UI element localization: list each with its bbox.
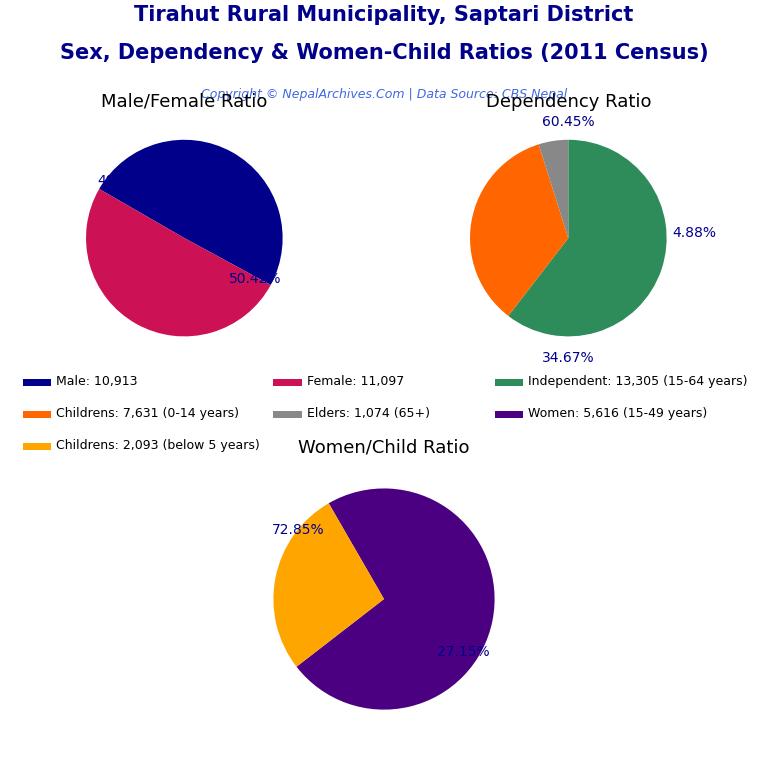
Wedge shape <box>538 140 568 238</box>
Text: Sex, Dependency & Women-Child Ratios (2011 Census): Sex, Dependency & Women-Child Ratios (20… <box>60 43 708 63</box>
Text: 60.45%: 60.45% <box>542 115 594 129</box>
Wedge shape <box>86 189 271 336</box>
Bar <box>23 379 51 386</box>
Bar <box>273 412 302 419</box>
Text: 49.58%: 49.58% <box>97 174 150 188</box>
Wedge shape <box>273 503 384 667</box>
Bar <box>273 379 302 386</box>
Bar <box>23 443 51 450</box>
Wedge shape <box>99 140 283 285</box>
Wedge shape <box>470 144 568 316</box>
Bar <box>495 379 523 386</box>
Text: 72.85%: 72.85% <box>271 524 324 538</box>
Text: Tirahut Rural Municipality, Saptari District: Tirahut Rural Municipality, Saptari Dist… <box>134 5 634 25</box>
Text: Female: 11,097: Female: 11,097 <box>307 376 404 389</box>
Text: Elders: 1,074 (65+): Elders: 1,074 (65+) <box>307 407 430 420</box>
Text: Childrens: 7,631 (0-14 years): Childrens: 7,631 (0-14 years) <box>56 407 240 420</box>
Text: Copyright © NepalArchives.Com | Data Source: CBS Nepal: Copyright © NepalArchives.Com | Data Sou… <box>201 88 567 101</box>
Text: 27.15%: 27.15% <box>437 645 490 659</box>
Text: Childrens: 2,093 (below 5 years): Childrens: 2,093 (below 5 years) <box>56 439 260 452</box>
Text: Independent: 13,305 (15-64 years): Independent: 13,305 (15-64 years) <box>528 376 747 389</box>
Text: Women: 5,616 (15-49 years): Women: 5,616 (15-49 years) <box>528 407 707 420</box>
Wedge shape <box>508 140 667 336</box>
Title: Male/Female Ratio: Male/Female Ratio <box>101 93 267 111</box>
Bar <box>495 412 523 419</box>
Text: Male: 10,913: Male: 10,913 <box>56 376 137 389</box>
Title: Dependency Ratio: Dependency Ratio <box>485 93 651 111</box>
Wedge shape <box>296 488 495 710</box>
Text: 34.67%: 34.67% <box>542 351 594 365</box>
Text: 4.88%: 4.88% <box>672 226 716 240</box>
Bar <box>23 412 51 419</box>
Title: Women/Child Ratio: Women/Child Ratio <box>298 439 470 456</box>
Text: 50.42%: 50.42% <box>229 273 281 286</box>
